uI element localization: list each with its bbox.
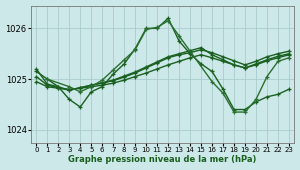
X-axis label: Graphe pression niveau de la mer (hPa): Graphe pression niveau de la mer (hPa) [68, 155, 257, 164]
